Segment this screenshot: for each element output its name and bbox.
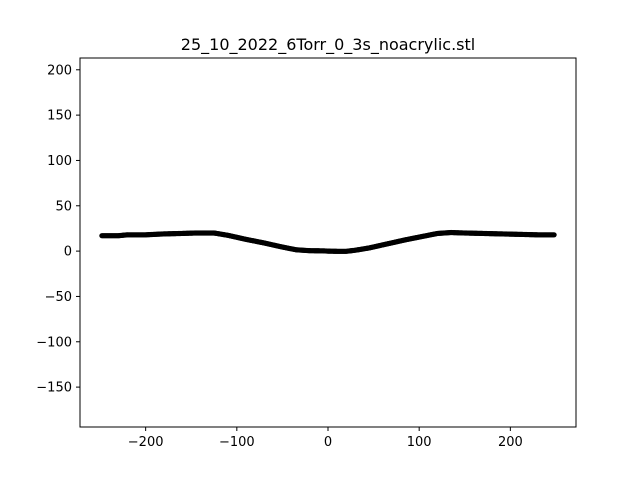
- x-tick-label: 100: [407, 435, 432, 450]
- x-tick-label: 200: [498, 435, 523, 450]
- x-tick-label: 0: [324, 435, 332, 450]
- y-tick-label: −150: [36, 381, 72, 396]
- chart-title: 25_10_2022_6Torr_0_3s_noacrylic.stl: [181, 35, 475, 55]
- data-points: [99, 229, 557, 254]
- x-tick-label: −100: [219, 435, 255, 450]
- y-tick-label: 50: [55, 199, 72, 214]
- y-tick-label: −50: [45, 290, 72, 305]
- y-tick-label: 200: [47, 63, 72, 78]
- plot-frame: [79, 57, 577, 428]
- y-axis: −150 −100 −50 0 50 100 150 200: [36, 63, 80, 396]
- y-tick-label: 100: [47, 154, 72, 169]
- x-tick-label: −200: [128, 435, 164, 450]
- y-tick-label: 150: [47, 109, 72, 124]
- y-tick-label: 0: [64, 245, 72, 260]
- x-axis: −200 −100 0 100 200: [128, 427, 523, 450]
- y-tick-label: −100: [36, 335, 72, 350]
- scatter-point: [551, 232, 557, 238]
